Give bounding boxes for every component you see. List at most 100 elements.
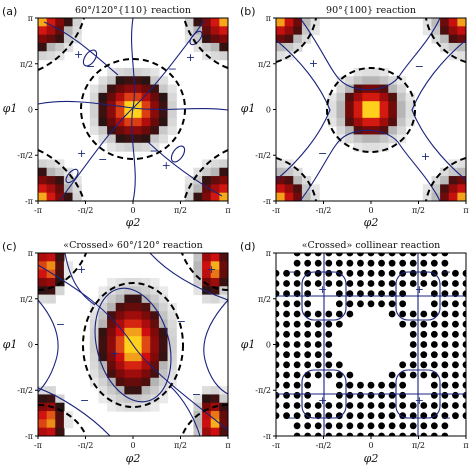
heatmap-cell (193, 176, 203, 185)
scatter-dot (452, 341, 459, 348)
y-tick-label: π (266, 249, 271, 258)
heatmap-cell (133, 76, 143, 86)
scatter-dot (367, 259, 375, 267)
scatter-dot (399, 290, 407, 298)
sign-annotation: − (192, 388, 201, 401)
heatmap-cell (158, 394, 169, 404)
heatmap-cell (89, 369, 100, 379)
heatmap-cell (202, 184, 212, 194)
scatter-dot (420, 280, 428, 287)
heatmap-cell (184, 18, 195, 27)
scatter-dot (388, 310, 396, 318)
contour-loop (189, 30, 203, 46)
scatter-dot (293, 320, 301, 328)
heatmap-cell (38, 192, 48, 201)
heatmap-cell (46, 253, 56, 262)
scatter-dot (325, 422, 333, 430)
scatter-dot (452, 300, 459, 308)
sign-annotation: + (77, 147, 86, 160)
scatter-dot (430, 422, 438, 430)
heatmap-cell (89, 92, 100, 102)
x-tick-label: π (463, 206, 468, 215)
scatter-dot (462, 300, 466, 308)
heatmap-cell (210, 192, 220, 201)
sign-annotation: − (415, 60, 424, 73)
heatmap-cell (457, 176, 466, 185)
heatmap-cell (124, 294, 134, 304)
scatter-dot (399, 402, 407, 409)
heatmap-cell (46, 159, 56, 169)
heatmap-cell (202, 294, 212, 304)
heatmap-cell (448, 192, 458, 201)
sign-annotation: − (288, 411, 297, 424)
panel-d-dots (276, 253, 466, 436)
heatmap-cell (210, 394, 220, 404)
heatmap-cell (46, 286, 56, 296)
heatmap-cell (38, 386, 48, 396)
heatmap-cell (133, 369, 143, 379)
heatmap-cell (124, 327, 134, 337)
scatter-dot (293, 300, 301, 308)
heatmap-cell (379, 117, 389, 127)
heatmap-cell (327, 117, 338, 127)
y-tick-label: π/2 (258, 60, 271, 69)
scatter-dot (452, 391, 459, 399)
heatmap-cell (167, 109, 177, 119)
scatter-dot (314, 310, 322, 318)
heatmap-cell (63, 34, 74, 44)
heatmap-cell (107, 361, 117, 371)
heatmap-cell (115, 76, 125, 86)
y-tick-label: 0 (28, 341, 33, 350)
scatter-dot (399, 300, 407, 308)
scatter-dot (409, 412, 417, 420)
scatter-dot (441, 280, 449, 287)
heatmap-cell (210, 261, 220, 271)
heatmap-cell (115, 336, 125, 346)
scatter-dot (388, 391, 396, 399)
heatmap-cell (219, 419, 228, 429)
heatmap-cell (388, 126, 398, 136)
heatmap-cell (276, 34, 286, 44)
heatmap-cell (115, 117, 125, 127)
heatmap-cell (371, 142, 381, 152)
heatmap-cell (276, 159, 286, 169)
scatter-dot (441, 320, 449, 328)
heatmap-cell (150, 142, 160, 152)
panel-a-xlabel: φ2 (126, 216, 141, 229)
heatmap-cell (202, 253, 212, 262)
heatmap-cell (202, 411, 212, 420)
heatmap-cell (293, 34, 303, 44)
heatmap-cell (301, 184, 312, 194)
scatter-dot (276, 269, 280, 277)
scatter-dot (388, 432, 396, 436)
heatmap-cell (158, 344, 169, 354)
heatmap-cell (46, 184, 56, 194)
heatmap-cell (431, 184, 441, 194)
scatter-dot (462, 351, 466, 359)
heatmap-cell (284, 26, 294, 36)
heatmap-cell (124, 117, 134, 127)
heatmap-cell (345, 101, 355, 111)
heatmap-cell (362, 92, 372, 102)
scatter-dot (378, 381, 385, 389)
scatter-dot (462, 402, 466, 409)
scatter-dot (283, 391, 290, 399)
contour-line (149, 253, 228, 301)
scatter-dot (441, 402, 449, 409)
heatmap-cell (345, 109, 355, 119)
heatmap-cell (396, 109, 407, 119)
heatmap-cell (193, 192, 203, 201)
heatmap-cell (440, 34, 450, 44)
heatmap-cell (72, 176, 82, 185)
heatmap-cell (38, 419, 48, 429)
scatter-dot (378, 290, 385, 298)
heatmap-cell (107, 369, 117, 379)
scatter-dot (335, 432, 343, 436)
heatmap-cell (284, 167, 294, 177)
heatmap-cell (63, 26, 74, 36)
heatmap-cell (63, 176, 74, 185)
heatmap-cell (345, 92, 355, 102)
x-tick-label: -π (34, 441, 42, 450)
scatter-dot (462, 361, 466, 369)
heatmap-cell (124, 352, 134, 362)
